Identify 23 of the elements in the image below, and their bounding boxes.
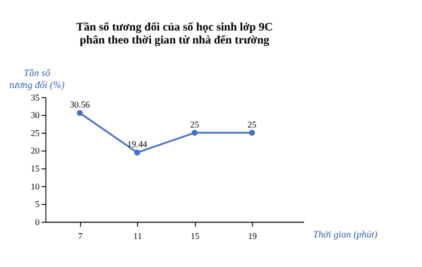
y-tick-label: 5 — [35, 199, 40, 210]
y-tick-label: 35 — [30, 92, 40, 102]
x-tick-label: 11 — [133, 231, 142, 242]
point — [76, 110, 83, 116]
y-tick-label: 25 — [30, 128, 40, 138]
x-tick-label: 7 — [78, 231, 84, 242]
x-axis-title: Thời gian (phút) — [312, 229, 378, 240]
data-label: 25 — [190, 119, 200, 130]
data-label: 19.44 — [127, 139, 148, 150]
point — [248, 130, 255, 136]
y-tick-label: 0 — [35, 216, 40, 227]
y-tick-label: 30 — [30, 110, 40, 120]
y-axis-title: Tần số tương đối (%) — [9, 68, 64, 91]
point — [134, 150, 140, 156]
data-label: 25 — [248, 119, 257, 130]
x-tick-label: 19 — [248, 231, 258, 242]
point — [192, 130, 198, 136]
y-tick-label: 20 — [30, 146, 40, 156]
y-tick-label: 10 — [30, 181, 40, 192]
x-tick-label: 15 — [190, 231, 200, 242]
data-label: 30.56 — [70, 100, 90, 110]
y-tick-label: 15 — [30, 164, 40, 174]
chart-title: Tần số tương đối của số học sinh lớp 9C phân theo thời gian từ nhà đến trường — [76, 20, 273, 47]
